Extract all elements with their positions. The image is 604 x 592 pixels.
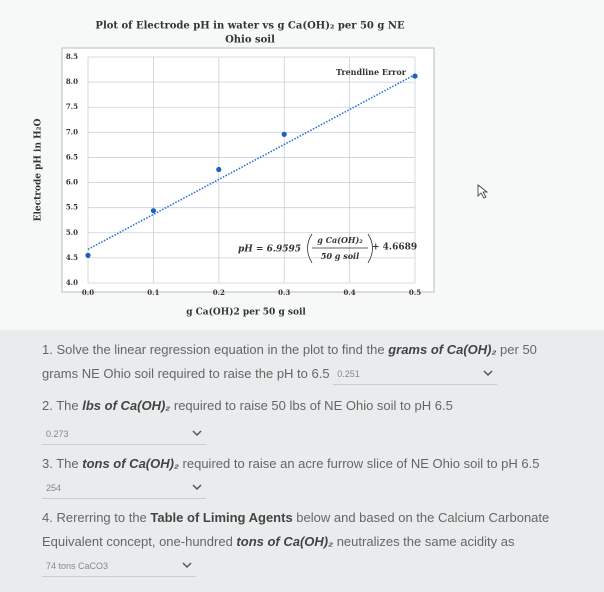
data-point — [216, 166, 222, 173]
y-axis-label: Electrode pH in H₂O — [34, 118, 44, 221]
question-text: Rererring to the — [56, 510, 151, 525]
y-tick-label: 6.5 — [66, 152, 78, 161]
question-text: required to raise 50 lbs of NE Ohio soil… — [170, 398, 453, 413]
answer-dropdown[interactable]: 254 — [42, 478, 206, 500]
question-text: The — [56, 456, 83, 471]
question-text: neutralizes the same acidity as — [333, 534, 515, 549]
data-point — [281, 131, 287, 137]
answer-dropdown[interactable]: 74 tons CaCO3 — [42, 556, 196, 578]
data-point — [412, 73, 418, 79]
chevron — [192, 430, 202, 437]
question-number: 1. — [42, 342, 53, 357]
x-tick-label: 0.2 — [213, 288, 225, 297]
y-tick-label: 5.5 — [66, 203, 78, 212]
data-point — [85, 252, 91, 258]
x-tick-label: 0.5 — [409, 288, 421, 297]
chart: Plot of Electrode pH in water vs g Ca(OH… — [0, 0, 604, 330]
y-tick-label: 8.5 — [66, 52, 78, 61]
chart-title: Plot of Electrode pH in water vs g Ca(OH… — [95, 21, 405, 32]
data-point — [150, 208, 156, 214]
question-number: 3. — [42, 456, 53, 471]
equation: pH = 6.9595 g Ca(OH)₂ 50 g soil + 4.6689 — [238, 233, 417, 264]
answer-dropdown[interactable]: 0.273 — [42, 424, 206, 445]
y-tick-label: 5.0 — [66, 228, 78, 237]
answer: 0.251 — [337, 369, 360, 380]
cursor — [477, 184, 489, 199]
question-text: The — [56, 398, 83, 413]
question: 4. Rererring to the Table of Liming Agen… — [42, 506, 552, 578]
legend-label: Trendline Error — [336, 67, 407, 77]
equation-left: pH = 6.9595 — [238, 245, 301, 255]
chart-subtitle: Ohio soil — [225, 35, 275, 46]
x-axis-label: g Ca(OH)2 per 50 g soil — [186, 307, 306, 318]
equation-right: + 4.6689 — [372, 243, 417, 253]
x-tick-label: 0.0 — [82, 288, 94, 297]
equation-denominator: 50 g soil — [321, 251, 359, 261]
y-tick-label: 7.0 — [66, 127, 78, 136]
question-emphasis: tons of Ca(OH)₂ — [82, 456, 179, 471]
question-text: below and based on the Calcium Carbonate… — [42, 510, 550, 549]
answer: 254 — [46, 483, 62, 494]
y-tick-label: 4.5 — [66, 253, 78, 262]
question-number: 4. — [42, 510, 53, 525]
question-text: Solve the linear regression equation in … — [56, 342, 389, 357]
question: 3. The tons of Ca(OH)₂ required to raise… — [42, 452, 552, 500]
question-text: required to raise an acre furrow slice o… — [178, 456, 540, 471]
x-tick-label: 0.4 — [344, 288, 356, 297]
answer: 0.273 — [46, 429, 69, 439]
y-tick-label: 4.0 — [66, 278, 78, 287]
plot-area — [61, 47, 435, 293]
x-tick-label: 0.1 — [147, 288, 159, 297]
question-emphasis: Table of Liming Agents — [150, 510, 293, 525]
question: 1. Solve the linear regression equation … — [42, 338, 552, 386]
answer: 74 tons CaCO3 — [46, 561, 109, 572]
question-emphasis: grams of Ca(OH)₂ — [388, 342, 497, 357]
answer-dropdown[interactable]: 0.251 — [333, 364, 498, 386]
parentheses — [307, 233, 373, 264]
question-number: 2. — [42, 398, 53, 413]
y-tick-label: 6.0 — [66, 178, 78, 187]
equation-numerator: g Ca(OH)₂ — [317, 235, 363, 245]
question-emphasis: lbs of Ca(OH)₂ — [82, 398, 171, 413]
y-tick-label: 7.5 — [66, 102, 78, 111]
question: 2. The lbs of Ca(OH)₂ required to raise … — [42, 394, 552, 445]
chevron — [483, 370, 493, 377]
question-emphasis: tons of Ca(OH)₂ — [236, 534, 334, 549]
question-text: per 50 grams NE Ohio soil required to ra… — [42, 342, 537, 381]
chevron — [182, 562, 192, 569]
x-tick-label: 0.3 — [278, 288, 290, 297]
y-tick-label: 8.0 — [66, 77, 78, 86]
chevron — [192, 484, 202, 491]
